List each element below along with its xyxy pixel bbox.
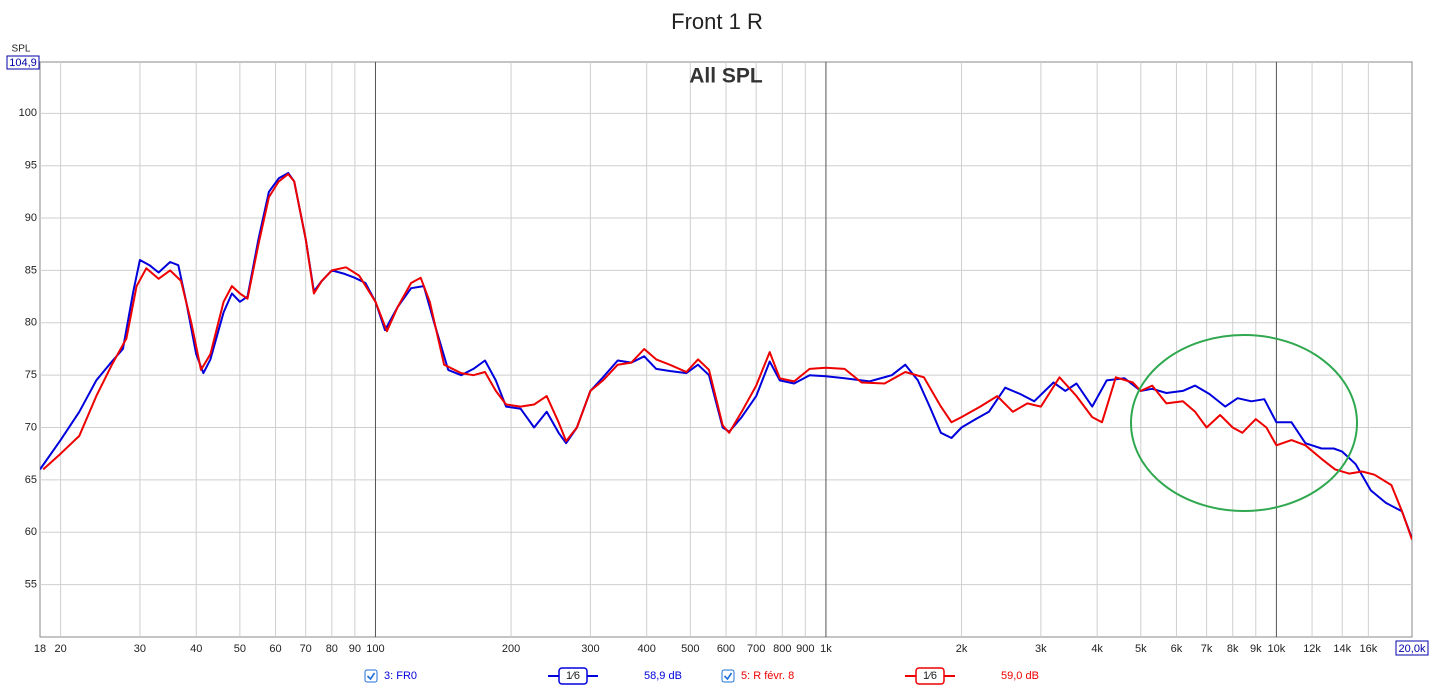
legend-level: 58,9 dB <box>644 670 682 682</box>
axes: 55 60 65 70 75 80 85 90 95 100 104,9 18 20 30 40 50 60 70… <box>6 55 1429 656</box>
y-tick-label: 70 <box>25 421 37 433</box>
y-tick-label: 80 <box>25 317 37 329</box>
y-tick-label: 65 <box>25 474 37 486</box>
smoothing-label: 1⁄6 <box>566 670 580 682</box>
x-tick-label: 50 <box>234 643 246 655</box>
x-tick-label: 3k <box>1035 643 1047 655</box>
checkbox[interactable] <box>721 669 735 683</box>
y-tick-label: 85 <box>25 264 37 276</box>
x-tick-label: 10k <box>1268 643 1286 655</box>
x-tick-label: 9k <box>1250 643 1262 655</box>
x-tick-label: 80 <box>326 643 338 655</box>
x-tick-label: 14k <box>1333 643 1351 655</box>
y-limit-box <box>6 55 40 70</box>
smoothing-label: 1⁄6 <box>923 670 937 682</box>
y-tick-label: 95 <box>25 160 37 172</box>
highlight-ellipse <box>1130 334 1358 512</box>
x-tick-label: 20 <box>54 643 66 655</box>
x-tick-label: 300 <box>581 643 599 655</box>
checkbox[interactable] <box>364 669 378 683</box>
legend-item[interactable]: 5: R févr. 8 1⁄6 59,0 dB <box>721 667 1039 685</box>
x-tick-label: 7k <box>1201 643 1213 655</box>
checkmark <box>723 672 733 681</box>
grid <box>40 62 1412 637</box>
x-limit-box <box>1395 640 1429 656</box>
x-tick-label: 90 <box>349 643 361 655</box>
chart-subtitle: All SPL <box>689 65 763 88</box>
legend-level: 59,0 dB <box>1001 670 1039 682</box>
x-tick-label: 800 <box>773 643 791 655</box>
x-tick-label: 500 <box>681 643 699 655</box>
x-tick-label: 900 <box>796 643 814 655</box>
x-tick-label: 30 <box>134 643 146 655</box>
x-tick-label: 18 <box>34 643 46 655</box>
lines <box>40 172 1412 540</box>
x-tick-label: 60 <box>269 643 281 655</box>
x-tick-label: 100 <box>366 643 384 655</box>
y-tick-label: 104,9 <box>9 57 37 69</box>
y-tick-label: 60 <box>25 526 37 538</box>
y-tick-label: 55 <box>25 579 37 591</box>
x-tick-label: 200 <box>502 643 520 655</box>
y-tick-label: 75 <box>25 369 37 381</box>
x-tick-label: 12k <box>1303 643 1321 655</box>
chart-title: Front 1 R <box>671 9 763 34</box>
legend-label: 3: FR0 <box>384 670 417 682</box>
x-tick-label: 40 <box>190 643 202 655</box>
legend-item[interactable]: 3: FR0 1⁄6 58,9 dB <box>364 667 682 685</box>
series-line <box>40 172 1412 539</box>
x-tick-label: 16k <box>1359 643 1377 655</box>
legend: 3: FR0 1⁄6 58,9 dB 5: R févr. 8 1⁄6 59,0 dB <box>364 667 1039 685</box>
x-tick-label: 600 <box>717 643 735 655</box>
checkmark <box>366 672 376 681</box>
x-tick-label: 6k <box>1171 643 1183 655</box>
y-tick-label: 90 <box>25 212 37 224</box>
smoothing-box <box>915 667 945 685</box>
x-tick-label: 70 <box>300 643 312 655</box>
x-tick-label: 400 <box>637 643 655 655</box>
x-tick-label: 8k <box>1227 643 1239 655</box>
y-tick-label: 100 <box>19 107 37 119</box>
x-tick-label: 1k <box>820 643 832 655</box>
y-axis-label: SPL <box>12 44 31 55</box>
series-line <box>42 173 1412 540</box>
x-tick-label: 20,0k <box>1399 643 1426 655</box>
x-tick-label: 2k <box>956 643 968 655</box>
x-tick-label: 4k <box>1091 643 1103 655</box>
x-tick-label: 5k <box>1135 643 1147 655</box>
smoothing-box <box>558 667 588 685</box>
x-tick-label: 700 <box>747 643 765 655</box>
legend-label: 5: R févr. 8 <box>741 670 794 682</box>
